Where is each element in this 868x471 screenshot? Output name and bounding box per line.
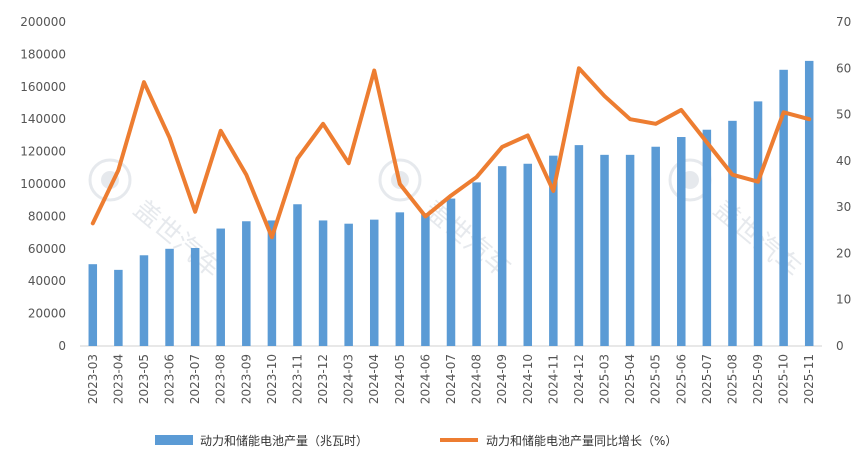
watermark-logo-icon — [88, 158, 132, 202]
right-tick-label: 10 — [836, 293, 851, 307]
left-tick-label: 160000 — [20, 80, 66, 94]
bar — [216, 228, 225, 346]
bar — [190, 247, 200, 346]
x-tick-label: 2024-10 — [521, 354, 535, 404]
bar — [753, 101, 763, 346]
left-tick-label: 80000 — [28, 209, 66, 223]
x-tick-label: 2024-09 — [495, 354, 509, 404]
bar — [293, 204, 302, 346]
bar — [88, 264, 98, 346]
right-tick-label: 40 — [836, 154, 851, 168]
bar — [804, 60, 814, 346]
x-tick-label: 2024-07 — [444, 354, 458, 404]
right-tick-label: 20 — [836, 246, 851, 260]
legend: 动力和储能电池产量（兆瓦时） 动力和储能电池产量同比增长（%） — [155, 433, 677, 448]
right-tick-label: 30 — [836, 200, 851, 214]
bar — [497, 166, 507, 346]
bar — [344, 223, 353, 346]
x-tick-label: 2024-08 — [470, 354, 484, 404]
x-tick-label: 2025-04 — [623, 354, 637, 404]
bar — [549, 155, 558, 346]
bar — [165, 248, 174, 346]
bar — [651, 146, 660, 346]
legend-line-label: 动力和储能电池产量同比增长（%） — [486, 433, 677, 448]
bar — [139, 255, 149, 346]
right-tick-label: 50 — [836, 108, 851, 122]
watermark-logo-icon — [378, 158, 422, 202]
left-tick-label: 60000 — [28, 242, 66, 256]
bar — [600, 154, 609, 346]
x-tick-label: 2024-03 — [342, 354, 356, 404]
x-tick-label: 2025-03 — [598, 354, 612, 404]
bar — [677, 137, 686, 346]
x-tick-label: 2024-05 — [393, 354, 407, 404]
x-tick-label: 2025-11 — [802, 354, 816, 404]
left-tick-label: 120000 — [20, 145, 66, 159]
x-tick-label: 2023-07 — [188, 354, 202, 404]
bar — [625, 154, 635, 346]
bar — [114, 269, 123, 346]
x-tick-label: 2023-10 — [265, 354, 279, 404]
bar — [395, 212, 405, 346]
x-tick-label: 2025-09 — [751, 354, 765, 404]
x-tick-label: 2025-07 — [700, 354, 714, 404]
x-tick-label: 2025-06 — [674, 354, 688, 404]
x-axis: 2023-03 2023-04 2023-05 2023-06 2023-07 2023-… — [86, 354, 816, 404]
bar — [472, 182, 481, 346]
x-tick-label: 2023-06 — [163, 354, 177, 404]
growth-line-series — [90, 66, 812, 240]
left-axis: 0 20000 40000 60000 80000 100000 120000 140000 1… — [20, 15, 66, 353]
right-tick-label: 70 — [836, 15, 851, 29]
x-tick-label: 2024-04 — [367, 354, 381, 404]
legend-bar-swatch — [155, 435, 193, 445]
left-tick-label: 200000 — [20, 15, 66, 29]
left-tick-label: 0 — [58, 339, 66, 353]
x-tick-label: 2024-12 — [572, 354, 586, 404]
bar — [318, 220, 328, 346]
right-tick-label: 0 — [836, 339, 844, 353]
bar — [728, 120, 737, 346]
left-tick-label: 180000 — [20, 47, 66, 61]
bar — [702, 129, 712, 346]
x-tick-label: 2024-11 — [546, 354, 560, 404]
x-tick-label: 2023-12 — [316, 354, 330, 404]
x-tick-label: 2025-05 — [649, 354, 663, 404]
left-tick-label: 140000 — [20, 112, 66, 126]
x-tick-label: 2023-08 — [214, 354, 228, 404]
x-tick-label: 2024-06 — [418, 354, 432, 404]
x-tick-label: 2023-11 — [290, 354, 304, 404]
x-tick-label: 2023-09 — [239, 354, 253, 404]
right-axis: 0 10 20 30 40 50 60 70 — [836, 15, 851, 353]
x-tick-label: 2025-08 — [725, 354, 739, 404]
bar — [242, 221, 251, 346]
right-tick-label: 60 — [836, 61, 851, 75]
bar — [574, 145, 584, 346]
bar — [523, 163, 533, 346]
x-tick-label: 2023-05 — [137, 354, 151, 404]
x-tick-label: 2023-04 — [111, 354, 125, 404]
left-tick-label: 40000 — [28, 274, 66, 288]
bar — [369, 219, 379, 346]
bar — [267, 220, 277, 346]
bar — [446, 198, 456, 346]
bar-series — [88, 60, 814, 346]
bar — [779, 69, 788, 346]
left-tick-label: 20000 — [28, 307, 66, 321]
bar — [421, 213, 430, 346]
x-tick-label: 2023-03 — [86, 354, 100, 404]
legend-bar-label: 动力和储能电池产量（兆瓦时） — [200, 433, 368, 448]
x-tick-label: 2025-10 — [777, 354, 791, 404]
left-tick-label: 100000 — [20, 177, 66, 191]
